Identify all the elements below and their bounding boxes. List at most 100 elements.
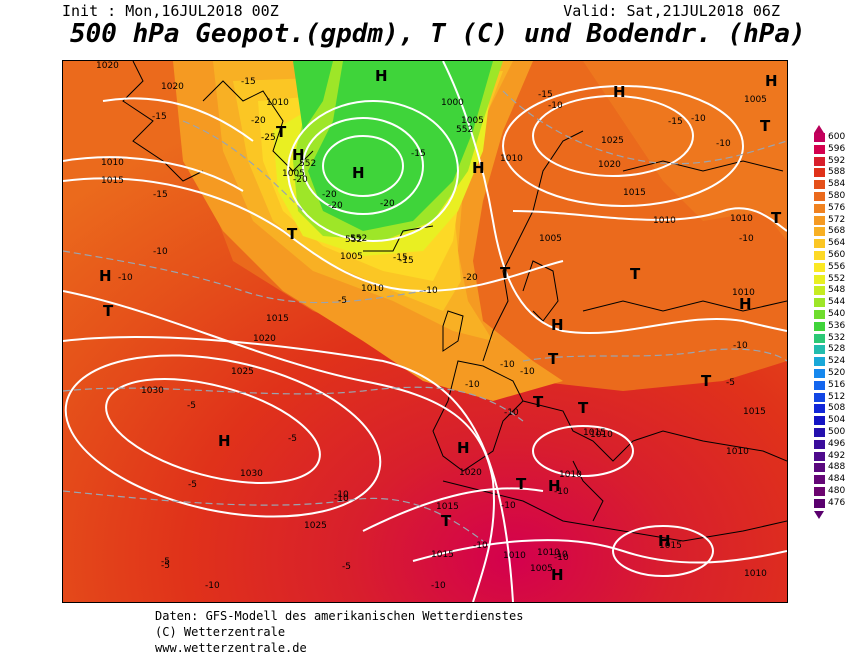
high-pressure-symbol: H bbox=[99, 267, 112, 285]
high-pressure-symbol: H bbox=[613, 83, 626, 101]
legend-label: 476 bbox=[828, 497, 846, 508]
isobar-label: 1020 bbox=[253, 334, 276, 344]
low-pressure-symbol: T bbox=[548, 350, 559, 368]
isotherm-label: -20 bbox=[463, 273, 478, 283]
contour-labels: 1020 1010 1010 1015 1000 1005 1005 1025 1020 1015… bbox=[96, 61, 767, 591]
legend-label: 528 bbox=[828, 344, 846, 355]
isotherm-label: -10 bbox=[554, 553, 569, 563]
isotherm-label: -20 bbox=[322, 190, 337, 200]
valid-time: Valid: Sat,21JUL2018 06Z bbox=[563, 2, 780, 20]
isotherm-label: -10 bbox=[153, 247, 168, 257]
legend-swatch bbox=[814, 321, 825, 331]
legend-swatch bbox=[814, 251, 825, 260]
legend-label: 588 bbox=[828, 167, 846, 178]
low-pressure-symbol: T bbox=[103, 302, 114, 320]
legend-label: 508 bbox=[828, 403, 846, 414]
isotherm-label: -15 bbox=[153, 190, 168, 200]
legend-label: 512 bbox=[828, 391, 846, 402]
isotherm-label: -15 bbox=[393, 253, 408, 263]
legend-swatch bbox=[814, 487, 825, 496]
legend-swatch bbox=[814, 451, 825, 461]
isobar-label: 1010 bbox=[266, 98, 289, 108]
high-pressure-symbol: H bbox=[658, 532, 671, 550]
isotherm-label: -15 bbox=[411, 149, 426, 159]
legend-entry: 580 bbox=[810, 191, 850, 201]
isobar-label: 1005 bbox=[340, 252, 363, 262]
legend-swatch bbox=[814, 463, 825, 473]
isobar-label: 1000 bbox=[441, 98, 464, 108]
legend-swatch bbox=[814, 416, 825, 426]
legend-swatch bbox=[814, 475, 825, 485]
isobar-label: 1010 bbox=[361, 284, 384, 294]
isotherm-label: -10 bbox=[691, 114, 706, 124]
isotherm-label: -10 bbox=[500, 360, 515, 370]
legend-swatch bbox=[814, 203, 825, 213]
isobar-label: 1025 bbox=[601, 136, 624, 146]
isobar-label: 1015 bbox=[431, 550, 454, 560]
legend-entry: 512 bbox=[810, 391, 850, 402]
isotherm-label: -10 bbox=[473, 541, 488, 551]
isobar-label: 1015 bbox=[743, 407, 766, 417]
legend-swatch bbox=[814, 286, 825, 296]
isotherm-label: -10 bbox=[501, 501, 516, 511]
low-pressure-symbol: T bbox=[578, 399, 589, 417]
legend-swatch bbox=[814, 239, 825, 249]
legend-swatch bbox=[814, 498, 825, 508]
legend-swatch bbox=[814, 180, 825, 190]
isotherm-label: -5 bbox=[161, 561, 170, 571]
coastlines bbox=[122, 61, 787, 542]
legend-entry: 596 bbox=[810, 144, 850, 154]
isobar-label: 1010 bbox=[559, 470, 582, 480]
high-pressure-symbol: H bbox=[218, 432, 231, 450]
legend-label: 540 bbox=[828, 309, 846, 319]
footer-website[interactable]: www.wetterzentrale.de bbox=[155, 641, 307, 655]
legend-entry: 516 bbox=[810, 380, 850, 390]
high-pressure-symbol: H bbox=[375, 67, 388, 85]
isotherm-label: -10 bbox=[465, 380, 480, 390]
high-pressure-symbol: H bbox=[551, 316, 564, 334]
legend-label: 576 bbox=[828, 202, 846, 213]
isotherm-label: -10 bbox=[548, 101, 563, 111]
low-pressure-symbol: T bbox=[441, 512, 452, 530]
legend-entry: 532 bbox=[810, 333, 850, 343]
isobar-label: 1015 bbox=[583, 428, 606, 438]
legend-swatch bbox=[814, 144, 825, 154]
isobar-label: 1005 bbox=[539, 234, 562, 244]
isotherm-label: -10 bbox=[334, 490, 349, 500]
legend-entry: 520 bbox=[810, 368, 850, 378]
isobar-label: 1030 bbox=[240, 469, 263, 479]
isotherm-label: -5 bbox=[342, 562, 351, 572]
init-time: Init : Mon,16JUL2018 00Z bbox=[62, 2, 279, 20]
isotherm-label: -5 bbox=[161, 557, 170, 567]
high-pressure-symbol: H bbox=[352, 164, 365, 182]
legend-entry: 484 bbox=[810, 474, 850, 485]
isotherm-label: -10 bbox=[733, 341, 748, 351]
legend-label: 572 bbox=[828, 214, 846, 225]
legend-label: 524 bbox=[828, 356, 846, 367]
legend-entry: 544 bbox=[810, 297, 850, 308]
high-pressure-symbol: H bbox=[472, 159, 485, 177]
isotherm-label: -20 bbox=[293, 175, 308, 185]
legend-entry: 564 bbox=[810, 238, 850, 249]
legend-entry: 488 bbox=[810, 462, 850, 473]
isobar-label: 1010 bbox=[503, 551, 526, 561]
legend-swatch bbox=[814, 215, 825, 225]
high-pressure-symbol: H bbox=[765, 72, 778, 90]
orange-band-2 bbox=[253, 61, 787, 241]
legend-label: 584 bbox=[828, 179, 846, 190]
legend-label: 484 bbox=[828, 474, 846, 485]
isotherm-label: -10 bbox=[554, 487, 569, 497]
temperature-isotherms bbox=[63, 90, 787, 542]
isobar-label: 1020 bbox=[96, 61, 119, 71]
legend-swatch bbox=[814, 380, 825, 390]
legend-label: 488 bbox=[828, 462, 846, 473]
legend-label: 580 bbox=[828, 191, 846, 201]
isotherm-label: -10 bbox=[334, 494, 349, 504]
legend-entry: 476 bbox=[810, 497, 850, 508]
isobar-label: 1020 bbox=[598, 160, 621, 170]
legend-swatch bbox=[814, 310, 825, 319]
isobar-label: 1010 bbox=[537, 548, 560, 558]
